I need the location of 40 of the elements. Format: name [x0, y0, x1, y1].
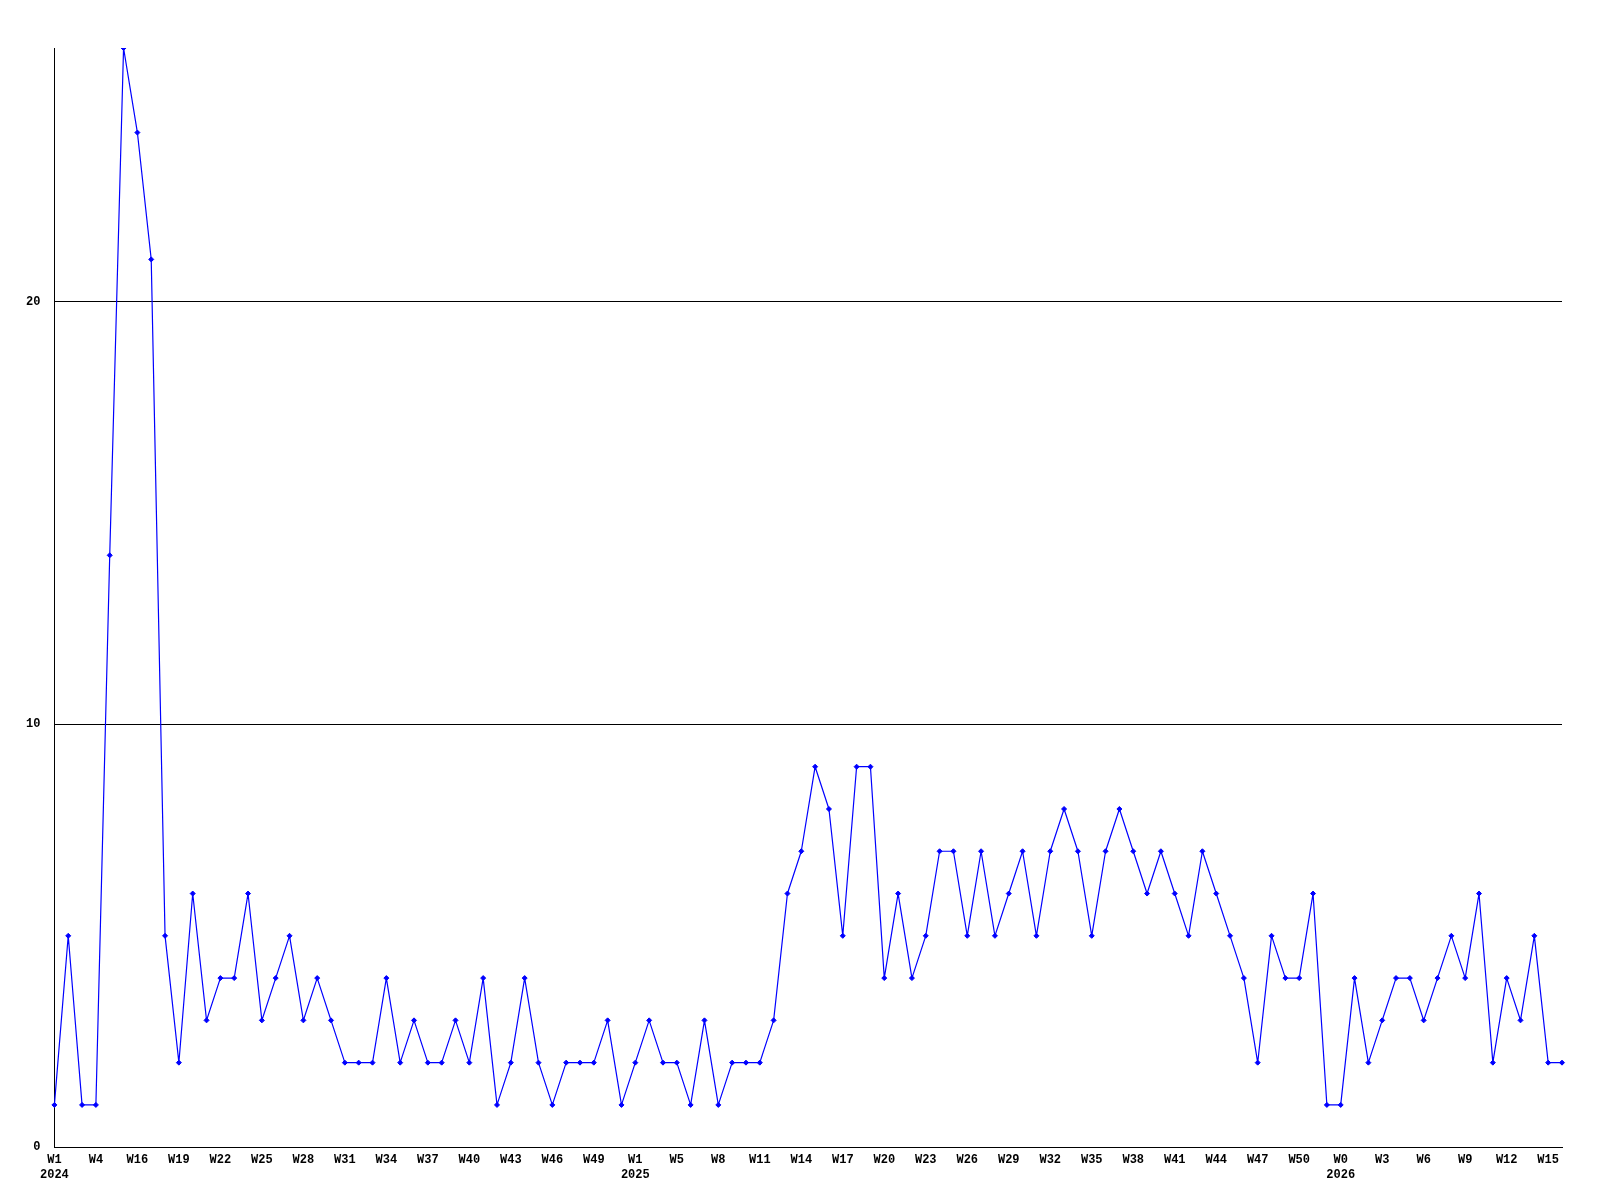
x-tick-label: W23 [914, 1153, 937, 1168]
x-tick-label: W0 2026 [1326, 1153, 1356, 1182]
x-tick-label: W47 [1246, 1153, 1269, 1168]
x-tick-label: W50 [1288, 1153, 1311, 1168]
x-tick-label: W37 [417, 1153, 439, 1168]
x-tick-label: W14 [790, 1153, 813, 1168]
x-tick-label: W6 [1416, 1153, 1431, 1168]
x-tick-label: W15 [1537, 1153, 1559, 1168]
x-tick-label: W17 [831, 1153, 854, 1168]
x-tick-label: W3 [1374, 1153, 1390, 1168]
x-tick-label: W34 [375, 1153, 398, 1168]
x-tick-label: W1 2024 [40, 1153, 69, 1182]
x-tick-label: W29 [997, 1153, 1020, 1168]
x-tick-label: W32 [1039, 1153, 1062, 1168]
x-tick-label: W44 [1205, 1153, 1228, 1168]
x-tick-label: W25 [251, 1153, 273, 1168]
x-tick-label: W11 [748, 1153, 771, 1168]
x-tick-label: W35 [1080, 1153, 1103, 1168]
x-tick-label: W46 [541, 1153, 564, 1168]
x-tick-label: W28 [292, 1153, 315, 1168]
x-tick-label: W4 [88, 1153, 104, 1168]
x-tick-label: W9 [1457, 1153, 1473, 1168]
y-tick-label: 20 [26, 294, 41, 309]
y-tick-label: 0 [33, 1140, 41, 1155]
x-tick-label: W16 [126, 1153, 149, 1168]
x-tick-label: W38 [1122, 1153, 1145, 1168]
x-tick-label: W40 [458, 1153, 481, 1168]
x-tick-label: W8 [711, 1153, 726, 1168]
x-tick-label: W5 [669, 1153, 685, 1168]
x-tick-label: W41 [1163, 1153, 1186, 1168]
x-tick-label: W12 [1495, 1153, 1518, 1168]
x-tick-label: W20 [873, 1153, 896, 1168]
x-tick-label: W49 [583, 1153, 605, 1168]
x-tick-label: W26 [956, 1153, 979, 1168]
x-tick-label: W31 [334, 1153, 356, 1168]
x-tick-label: W19 [168, 1153, 190, 1168]
x-tick-label: W43 [500, 1153, 522, 1168]
y-tick-label: 10 [26, 717, 41, 732]
x-tick-label: W1 2025 [620, 1153, 650, 1182]
x-tick-label: W22 [209, 1153, 232, 1168]
